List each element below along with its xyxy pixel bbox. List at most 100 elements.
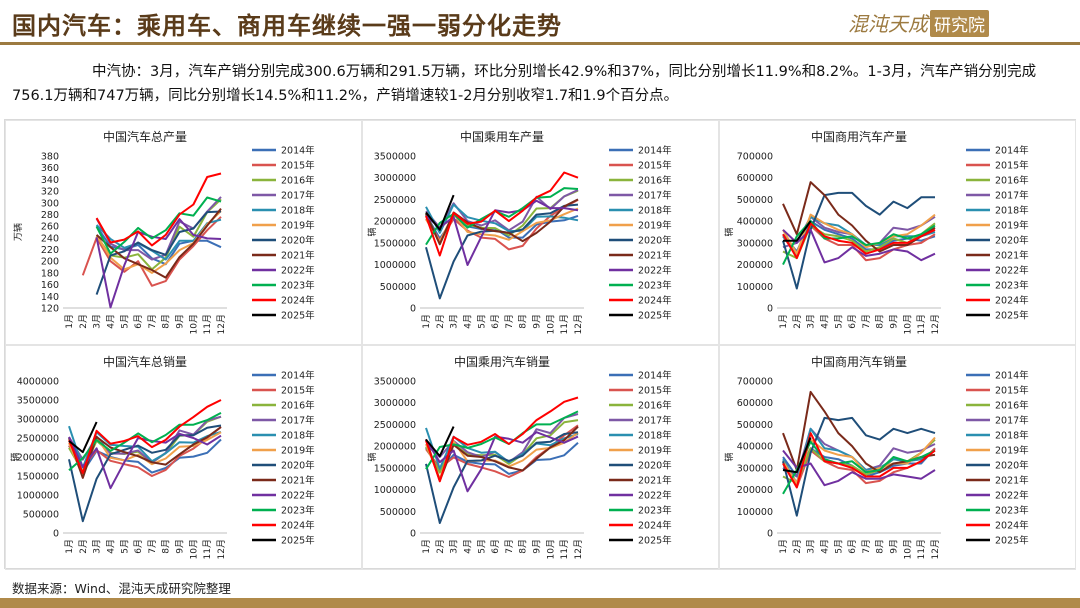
y-tick-label: 500000 xyxy=(23,510,59,521)
legend-label: 2020年 xyxy=(638,235,672,247)
x-tick-label: 10月 xyxy=(902,314,913,334)
legend-label: 2014年 xyxy=(638,145,672,157)
series-line-2024年 xyxy=(68,399,222,474)
series-line-2023年 xyxy=(68,412,222,472)
x-tick-label: 11月 xyxy=(559,314,570,334)
legend-label: 2020年 xyxy=(995,235,1029,247)
y-tick-label: 4000000 xyxy=(17,377,59,388)
legend-label: 2016年 xyxy=(995,175,1029,187)
series-line-2022年 xyxy=(782,449,936,487)
x-tick-label: 3月 xyxy=(806,314,817,329)
legend-label: 2025年 xyxy=(281,310,315,322)
legend-label: 2020年 xyxy=(995,460,1029,472)
legend-label: 2015年 xyxy=(995,160,1029,172)
y-tick-label: 700000 xyxy=(737,377,773,388)
y-tick-label: 0 xyxy=(410,304,416,315)
y-tick-label: 220 xyxy=(41,245,59,256)
chart-commercial-production: 中国商用汽车产量 0 100000 200000 300000 400000 500000 6… xyxy=(719,120,1076,345)
x-tick-label: 6月 xyxy=(490,314,501,329)
x-tick-label: 10月 xyxy=(902,539,913,559)
y-tick-label: 0 xyxy=(767,304,773,315)
series-line-2015年 xyxy=(81,216,222,287)
legend-label: 2021年 xyxy=(638,250,672,262)
x-tick-label: 4月 xyxy=(105,314,116,329)
x-tick-label: 4月 xyxy=(819,539,830,554)
chart-title: 中国商用汽车产量 xyxy=(811,129,907,144)
legend-label: 2024年 xyxy=(281,295,315,307)
legend-label: 2023年 xyxy=(995,280,1029,292)
x-tick-label: 5月 xyxy=(119,314,130,329)
legend-label: 2025年 xyxy=(995,310,1029,322)
y-tick-label: 500000 xyxy=(380,282,416,293)
chart-title: 中国汽车总产量 xyxy=(103,129,187,144)
x-tick-label: 7月 xyxy=(504,314,515,329)
chart-svg: 中国商用汽车销量 0 100000 200000 300000 400000 500000 6… xyxy=(719,345,1076,570)
x-tick-label: 4月 xyxy=(462,314,473,329)
chart-frame xyxy=(362,345,719,570)
legend-label: 2021年 xyxy=(281,250,315,262)
y-axis-label: 辆 xyxy=(723,452,735,461)
y-tick-label: 3000000 xyxy=(374,398,416,409)
legend-label: 2019年 xyxy=(281,445,315,457)
y-tick-label: 3000000 xyxy=(374,173,416,184)
page-header: 国内汽车：乘用车、商用车继续一强一弱分化走势 混沌天成 研究院 xyxy=(0,0,1080,46)
legend-label: 2024年 xyxy=(281,520,315,532)
x-tick-label: 11月 xyxy=(202,314,213,334)
series-line-2020年 xyxy=(95,210,222,295)
chart-svg: 中国乘用车产量 0 500000 1000000 1500000 2000000 25000… xyxy=(362,120,719,345)
y-tick-label: 200000 xyxy=(737,260,773,271)
legend-label: 2016年 xyxy=(281,175,315,187)
y-tick-label: 200000 xyxy=(737,485,773,496)
x-tick-label: 6月 xyxy=(847,539,858,554)
x-tick-label: 9月 xyxy=(532,539,543,554)
legend-label: 2016年 xyxy=(638,400,672,412)
x-tick-label: 9月 xyxy=(175,314,186,329)
x-tick-label: 8月 xyxy=(875,314,886,329)
x-tick-label: 6月 xyxy=(133,314,144,329)
x-tick-label: 7月 xyxy=(861,314,872,329)
legend-label: 2025年 xyxy=(995,535,1029,547)
x-tick-label: 10月 xyxy=(545,539,556,559)
x-tick-label: 1月 xyxy=(421,539,432,554)
y-tick-label: 2500000 xyxy=(374,195,416,206)
x-tick-label: 11月 xyxy=(559,539,570,559)
source-note: 数据来源：Wind、混沌天成研究院整理 xyxy=(12,581,231,596)
legend-label: 2015年 xyxy=(638,385,672,397)
series-line-2014年 xyxy=(425,441,579,475)
legend-label: 2019年 xyxy=(638,220,672,232)
chart-passenger-production: 中国乘用车产量 0 500000 1000000 1500000 2000000 25000… xyxy=(362,120,719,345)
x-tick-label: 1月 xyxy=(64,539,75,554)
series-line-2023年 xyxy=(95,196,222,255)
x-tick-label: 3月 xyxy=(449,314,460,329)
x-tick-label: 10月 xyxy=(545,314,556,334)
legend-label: 2023年 xyxy=(995,505,1029,517)
x-tick-label: 5月 xyxy=(476,314,487,329)
y-axis-label: 辆 xyxy=(9,452,21,461)
x-tick-label: 4月 xyxy=(819,314,830,329)
x-tick-label: 7月 xyxy=(504,539,515,554)
legend-label: 2020年 xyxy=(638,460,672,472)
chart-frame xyxy=(5,345,362,570)
legend-label: 2023年 xyxy=(638,505,672,517)
legend-label: 2018年 xyxy=(995,205,1029,217)
x-tick-label: 3月 xyxy=(92,314,103,329)
chart-frame xyxy=(5,120,362,345)
y-tick-label: 500000 xyxy=(737,420,773,431)
x-tick-label: 2月 xyxy=(78,314,89,329)
x-tick-label: 2月 xyxy=(792,314,803,329)
legend-label: 2016年 xyxy=(638,175,672,187)
legend-label: 2015年 xyxy=(638,160,672,172)
legend-label: 2022年 xyxy=(995,490,1029,502)
y-tick-label: 3000000 xyxy=(17,415,59,426)
y-tick-label: 1000000 xyxy=(374,485,416,496)
y-tick-label: 1500000 xyxy=(374,463,416,474)
x-tick-label: 5月 xyxy=(476,539,487,554)
logo-box-text: 研究院 xyxy=(930,10,989,37)
x-tick-label: 8月 xyxy=(518,314,529,329)
chart-total-production: 中国汽车总产量 120 140 160 180 200 220 240 260 280 300 320… xyxy=(5,120,362,345)
legend-label: 2015年 xyxy=(995,385,1029,397)
x-tick-label: 9月 xyxy=(889,314,900,329)
y-tick-label: 3500000 xyxy=(374,152,416,163)
y-tick-label: 2500000 xyxy=(374,420,416,431)
y-tick-label: 200 xyxy=(41,257,59,268)
